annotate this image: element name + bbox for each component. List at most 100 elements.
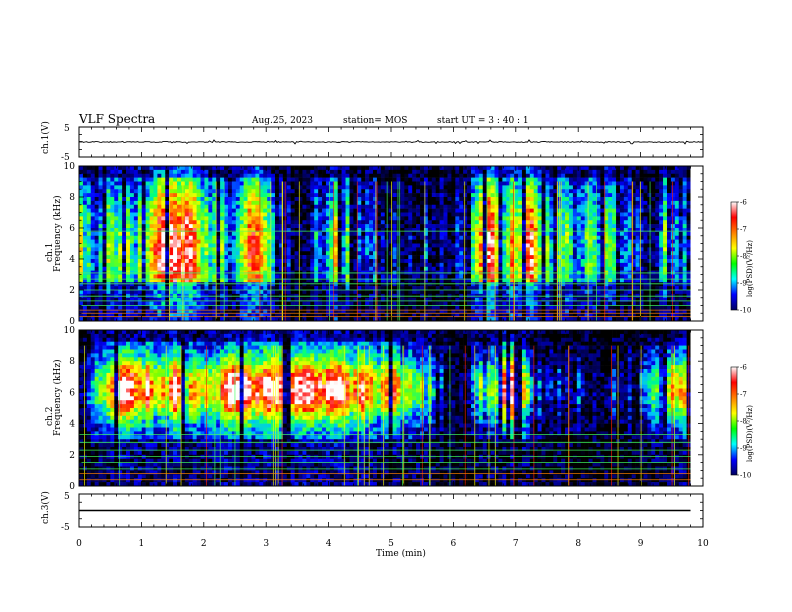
spectrogram-cell — [561, 282, 566, 287]
spectrogram-cell — [451, 216, 456, 221]
spectrogram-cell — [200, 239, 205, 244]
spectrogram-cell — [118, 173, 123, 178]
spectrogram-cell — [133, 216, 139, 221]
spectrogram-cell — [94, 290, 99, 295]
spectrogram-cell — [341, 189, 346, 194]
spectrogram-cell — [192, 274, 197, 279]
spectrogram-cell — [490, 189, 495, 194]
spectrogram-cell — [149, 231, 154, 237]
spectrogram-cell — [471, 255, 476, 260]
spectrogram-cell — [224, 181, 229, 186]
spectrogram-cell — [192, 208, 197, 213]
spectrogram-cell — [333, 317, 339, 322]
spectrogram-cell — [208, 173, 213, 178]
spectrogram-cell — [459, 224, 464, 229]
spectrogram-cell — [177, 262, 182, 268]
spectrogram-cell — [118, 247, 123, 252]
spectrogram-cell — [118, 251, 123, 256]
spectrogram-cell — [506, 208, 511, 213]
spectrogram-cell — [329, 317, 335, 322]
spectrogram-cell — [212, 228, 217, 233]
spectrogram-cell — [322, 235, 327, 240]
spectrogram-cell — [212, 208, 217, 213]
spectrogram-cell — [278, 169, 284, 175]
spectrogram-cell — [506, 266, 511, 271]
spectrogram-cell — [459, 262, 464, 268]
spectrogram-cell — [490, 251, 495, 256]
spectrogram-cell — [263, 228, 268, 233]
spectrogram-cell — [306, 200, 311, 206]
spectrogram-cell — [439, 181, 444, 186]
spectrogram-cell — [129, 301, 135, 306]
spectrogram-cell — [498, 220, 503, 225]
spectrogram-cell — [294, 185, 299, 190]
spectrogram-cell — [145, 266, 150, 271]
spectrogram-cell — [122, 224, 127, 229]
spectrogram-cell — [478, 177, 484, 182]
spectrogram-cell — [341, 197, 346, 202]
spectrogram-cell — [373, 259, 378, 264]
spectrogram-cell — [325, 290, 331, 295]
spectrogram-cell — [369, 278, 374, 283]
spectrogram-cell — [498, 274, 503, 279]
spectrogram-cell — [153, 247, 158, 252]
spectrogram-cell — [474, 262, 480, 268]
spectrogram-cell — [184, 197, 190, 202]
spectrogram-cell — [322, 173, 327, 178]
spectrogram-cell — [478, 220, 484, 225]
spectrogram-cell — [271, 290, 276, 295]
spectrogram-cell — [376, 166, 382, 171]
spectrogram-cell — [106, 266, 111, 271]
spectrogram-cell — [216, 185, 221, 190]
spectrogram-cell — [126, 228, 131, 233]
spectrogram-cell — [227, 297, 233, 302]
spectrogram-cell — [169, 255, 174, 260]
spectrogram-cell — [153, 193, 158, 198]
spectrogram-cell — [259, 197, 264, 202]
spectrogram-cell — [498, 247, 503, 252]
spectrogram-cell — [498, 286, 503, 291]
spectrogram-cell — [102, 278, 107, 283]
spectrogram-cell — [200, 204, 205, 209]
spectrogram-cell — [298, 243, 303, 248]
spectrogram-cell — [310, 216, 315, 221]
spectrogram-cell — [212, 274, 217, 279]
spectrogram-cell — [227, 313, 233, 318]
spectrogram-cell — [416, 173, 421, 178]
spectrogram-cell — [251, 224, 256, 229]
spectrogram-cell — [329, 266, 335, 271]
spectrogram-cell — [553, 317, 558, 322]
spectrogram-cell — [459, 197, 464, 202]
spectrogram-cell — [416, 177, 421, 182]
spectrogram-cell — [510, 255, 515, 260]
spectrogram-cell — [220, 282, 225, 287]
spectrogram-cell — [549, 173, 554, 178]
spectrogram-cell — [314, 247, 319, 252]
spectrogram-cell — [298, 309, 303, 314]
spectrogram-cell — [263, 317, 268, 322]
spectrogram-cell — [192, 305, 197, 310]
spectrogram-cell — [212, 181, 217, 186]
spectrogram-cell — [490, 301, 495, 306]
spectrogram-cell — [153, 259, 158, 264]
spectrogram-cell — [537, 181, 542, 186]
spectrogram-cell — [463, 212, 468, 217]
spectrogram-cell — [212, 200, 217, 206]
spectrogram-cell — [231, 305, 237, 310]
spectrogram-cell — [420, 197, 425, 202]
spectrogram-cell — [141, 220, 146, 225]
spectrogram-cell — [224, 235, 229, 240]
spectrogram-cell — [471, 220, 476, 225]
spectrogram-cell — [204, 220, 209, 225]
spectrogram-cell — [478, 189, 484, 194]
spectrogram-cell — [314, 216, 319, 221]
spectrogram-cell — [471, 208, 476, 213]
spectrogram-cell — [408, 224, 413, 229]
spectrogram-cell — [345, 212, 350, 217]
spectrogram-cell — [298, 197, 303, 202]
spectrogram-cell — [286, 278, 291, 283]
spectrogram-cell — [278, 228, 284, 233]
spectrogram-cell — [361, 290, 366, 295]
spectrogram-cell — [247, 259, 252, 264]
spectrogram-cell — [380, 317, 386, 322]
